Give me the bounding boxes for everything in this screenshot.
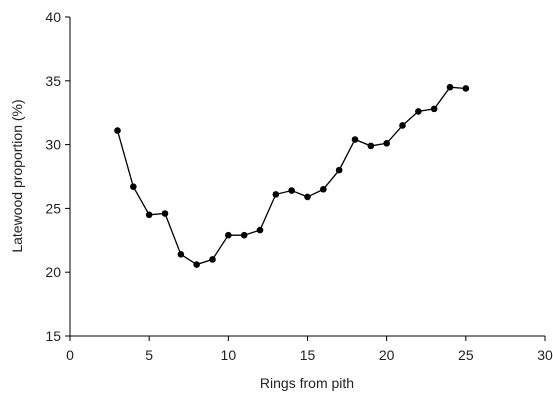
data-points	[114, 83, 470, 268]
x-tick-label: 15	[300, 347, 316, 363]
x-axis-title: Rings from pith	[260, 375, 354, 391]
y-tick-label: 20	[45, 264, 61, 280]
data-point	[161, 210, 169, 217]
y-tick-label: 40	[45, 9, 61, 25]
y-axis: 15 20 25 30 35 40 Latewood proportion (%)	[9, 9, 71, 344]
y-tick-label: 30	[45, 137, 61, 153]
data-point	[145, 211, 153, 219]
x-tick-label: 25	[458, 347, 474, 363]
x-tick-label: 10	[221, 347, 237, 363]
data-point	[367, 142, 375, 150]
x-tick-label: 30	[537, 347, 553, 363]
data-point	[177, 251, 185, 258]
data-point	[462, 85, 470, 92]
data-point	[304, 193, 311, 201]
x-axis-ticks: 0 5 10 15 20 25 30	[66, 336, 553, 363]
data-point	[430, 105, 438, 113]
data-point	[383, 140, 390, 147]
plot-area	[114, 83, 470, 268]
data-point	[256, 226, 264, 234]
data-point	[272, 191, 280, 198]
y-tick-label: 25	[45, 200, 61, 216]
data-point	[130, 183, 137, 191]
data-point	[240, 231, 248, 239]
x-tick-label: 0	[66, 347, 74, 363]
data-point	[193, 261, 200, 268]
data-point	[335, 166, 343, 174]
y-tick-label: 35	[45, 73, 61, 89]
data-point	[225, 231, 232, 239]
series-line	[116, 86, 466, 266]
data-point	[415, 108, 422, 115]
data-point	[399, 122, 406, 129]
y-tick-label: 15	[45, 328, 61, 344]
x-tick-label: 5	[145, 347, 153, 363]
x-tick-label: 20	[379, 347, 395, 363]
y-axis-ticks: 15 20 25 30 35 40	[45, 9, 70, 344]
data-point	[351, 136, 359, 143]
data-point	[446, 83, 454, 91]
data-point	[209, 256, 216, 263]
data-point	[114, 127, 121, 134]
data-point	[320, 185, 327, 193]
data-point	[288, 187, 295, 194]
x-axis: 0 5 10 15 20 25 30 Rings from pith	[66, 335, 553, 391]
y-axis-title: Latewood proportion (%)	[9, 99, 25, 252]
